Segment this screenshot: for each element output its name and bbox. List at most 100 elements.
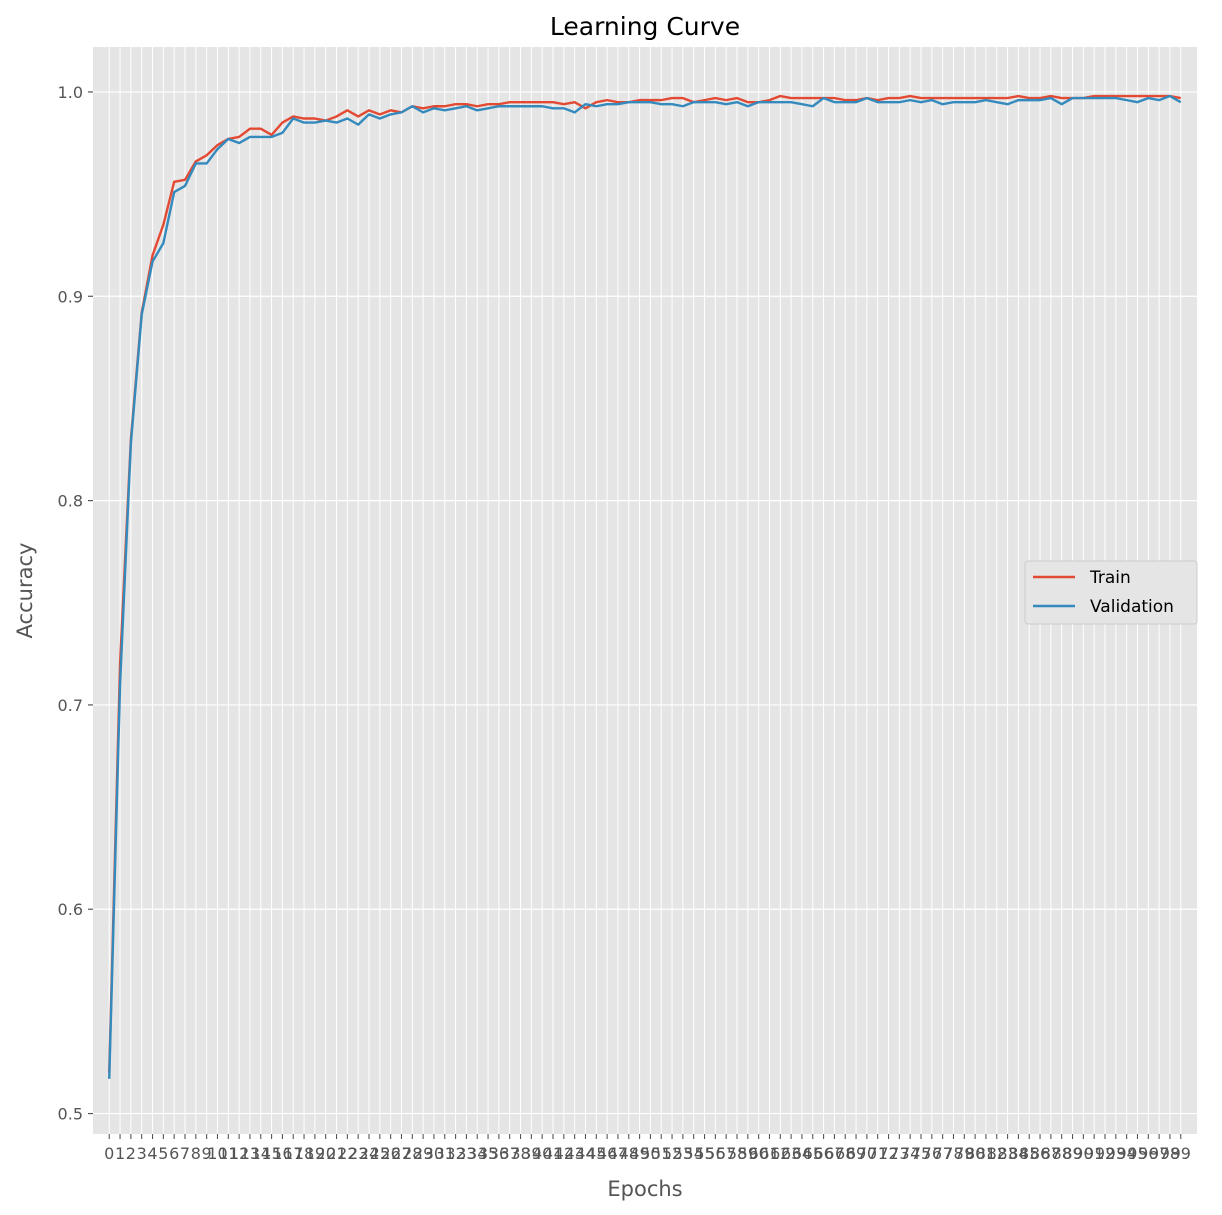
x-tick-label: 80 <box>965 1144 985 1163</box>
x-tick-label: 42 <box>554 1144 574 1163</box>
x-tick-label: 94 <box>1116 1144 1136 1163</box>
y-tick-label: 1.0 <box>58 83 83 102</box>
x-tick-label: 82 <box>987 1144 1007 1163</box>
x-tick-label: 67 <box>824 1144 844 1163</box>
x-tick-label: 18 <box>294 1144 314 1163</box>
x-tick-label: 86 <box>1030 1144 1050 1163</box>
x-tick-label: 15 <box>261 1144 281 1163</box>
x-tick-label: 56 <box>705 1144 725 1163</box>
x-tick-label: 50 <box>640 1144 660 1163</box>
x-tick-label: 29 <box>413 1144 433 1163</box>
x-tick-label: 48 <box>619 1144 639 1163</box>
x-tick-label: 55 <box>694 1144 714 1163</box>
x-tick-label: 23 <box>348 1144 368 1163</box>
x-tick-label: 27 <box>391 1144 411 1163</box>
legend-label-validation: Validation <box>1090 597 1174 617</box>
x-tick-label: 46 <box>597 1144 617 1163</box>
x-tick-label: 22 <box>337 1144 357 1163</box>
x-tick-label: 53 <box>673 1144 693 1163</box>
x-tick-label: 91 <box>1084 1144 1104 1163</box>
x-tick-label: 34 <box>467 1144 487 1163</box>
x-tick-label: 97 <box>1149 1144 1169 1163</box>
x-tick-label: 69 <box>846 1144 866 1163</box>
x-tick-label: 10 <box>207 1144 227 1163</box>
y-tick-label: 0.7 <box>58 696 83 715</box>
x-tick-label: 57 <box>716 1144 736 1163</box>
x-tick-label: 5 <box>158 1144 168 1163</box>
y-tick-label: 0.5 <box>58 1105 83 1124</box>
x-tick-label: 36 <box>489 1144 509 1163</box>
series-line-validation <box>108 94 1182 1079</box>
x-tick-label: 28 <box>402 1144 422 1163</box>
chart-title: Learning Curve <box>550 12 740 41</box>
x-axis-label: Epochs <box>607 1177 682 1201</box>
y-tick-label: 0.9 <box>58 287 83 306</box>
x-tick-label: 39 <box>521 1144 541 1163</box>
x-tick-label: 32 <box>445 1144 465 1163</box>
y-gridlines <box>93 91 1197 1115</box>
x-tick-label: 70 <box>857 1144 877 1163</box>
x-tick-label: 52 <box>662 1144 682 1163</box>
x-tick-label: 68 <box>835 1144 855 1163</box>
x-tick-label: 45 <box>586 1144 606 1163</box>
x-tick-label: 78 <box>943 1144 963 1163</box>
x-tick-label: 13 <box>240 1144 260 1163</box>
series-line-train <box>108 94 1181 1073</box>
x-tick-label: 19 <box>305 1144 325 1163</box>
x-tick-label: 31 <box>435 1144 455 1163</box>
x-tick-label: 40 <box>532 1144 552 1163</box>
x-tick-label: 85 <box>1019 1144 1039 1163</box>
x-gridlines <box>108 47 1182 1134</box>
y-tick-label: 0.6 <box>58 900 83 919</box>
x-tick-label: 20 <box>316 1144 336 1163</box>
x-tick-label: 93 <box>1106 1144 1126 1163</box>
x-tick-label: 21 <box>326 1144 346 1163</box>
x-tick-label: 87 <box>1041 1144 1061 1163</box>
x-tick-label: 24 <box>359 1144 379 1163</box>
x-tick-label: 74 <box>900 1144 920 1163</box>
x-tick-label: 61 <box>759 1144 779 1163</box>
x-tick-label: 63 <box>781 1144 801 1163</box>
x-tick-label: 51 <box>651 1144 671 1163</box>
plot-area <box>93 47 1197 1134</box>
x-tick-label: 43 <box>564 1144 584 1163</box>
x-tick-label: 90 <box>1073 1144 1093 1163</box>
y-tick-label: 0.8 <box>58 492 83 511</box>
x-tick-label: 7 <box>180 1144 190 1163</box>
x-tick-label: 72 <box>878 1144 898 1163</box>
x-tick-label: 12 <box>229 1144 249 1163</box>
x-tick-label: 92 <box>1095 1144 1115 1163</box>
series-lines <box>108 94 1182 1079</box>
x-tick-label: 8 <box>191 1144 201 1163</box>
x-tick-label: 79 <box>954 1144 974 1163</box>
x-tick-label: 14 <box>251 1144 271 1163</box>
x-tick-label: 4 <box>147 1144 157 1163</box>
x-tick-label: 75 <box>911 1144 931 1163</box>
x-tick-label: 17 <box>283 1144 303 1163</box>
x-tick-label: 62 <box>770 1144 790 1163</box>
x-tick-label: 59 <box>738 1144 758 1163</box>
x-tick-label: 37 <box>500 1144 520 1163</box>
x-tick-label: 65 <box>803 1144 823 1163</box>
x-tick-label: 9 <box>202 1144 212 1163</box>
legend: Train Validation <box>1024 560 1198 625</box>
x-tick-label: 3 <box>137 1144 147 1163</box>
x-tick-label: 66 <box>813 1144 833 1163</box>
legend-label-train: Train <box>1089 568 1131 588</box>
x-tick-label: 16 <box>272 1144 292 1163</box>
x-tick-label: 58 <box>727 1144 747 1163</box>
x-tick-label: 11 <box>218 1144 238 1163</box>
x-tick-label: 84 <box>1008 1144 1028 1163</box>
x-tick-label: 1 <box>115 1144 125 1163</box>
x-tick-label: 30 <box>424 1144 444 1163</box>
x-tick-label: 89 <box>1062 1144 1082 1163</box>
x-tick-label: 98 <box>1160 1144 1180 1163</box>
x-axis-ticks: 0 1 2 3 4 5 6 7 8 9101112131415161718192021222324… <box>104 1134 1191 1163</box>
x-tick-label: 60 <box>748 1144 768 1163</box>
x-tick-label: 81 <box>976 1144 996 1163</box>
y-axis-label: Accuracy <box>13 543 37 639</box>
x-tick-label: 25 <box>370 1144 390 1163</box>
x-tick-label: 77 <box>932 1144 952 1163</box>
x-tick-label: 33 <box>456 1144 476 1163</box>
